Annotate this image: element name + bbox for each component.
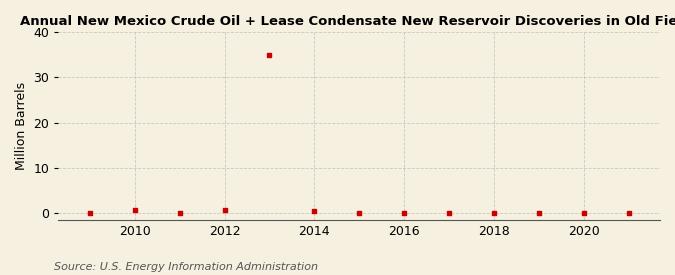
Point (623, 211, 634, 215)
Text: Source: U.S. Energy Information Administration: Source: U.S. Energy Information Administ… (54, 262, 318, 272)
Point (533, 211, 544, 215)
Y-axis label: Million Barrels: Million Barrels (15, 82, 28, 170)
Point (130, 208, 140, 212)
Point (443, 211, 454, 215)
Point (354, 210, 364, 215)
Point (399, 211, 410, 215)
Point (578, 211, 589, 215)
Point (219, 208, 230, 212)
Point (84, 211, 95, 215)
Point (489, 211, 500, 215)
Point (264, 53, 275, 57)
Point (174, 211, 185, 215)
Point (309, 208, 320, 213)
Title: Annual New Mexico Crude Oil + Lease Condensate New Reservoir Discoveries in Old : Annual New Mexico Crude Oil + Lease Cond… (20, 15, 675, 28)
